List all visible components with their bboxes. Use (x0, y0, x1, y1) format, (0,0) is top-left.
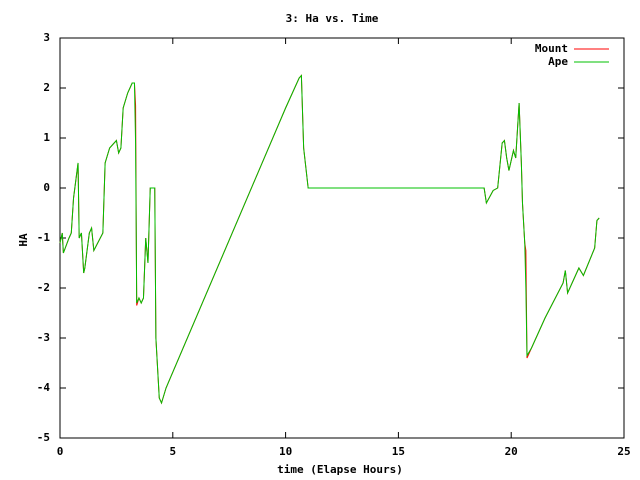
series-line (59, 74, 600, 405)
x-tick-label: 25 (617, 445, 630, 458)
legend-label: Mount (535, 42, 568, 55)
y-tick-label: 2 (43, 81, 50, 94)
y-axis-label: HA (17, 233, 30, 247)
y-tick-label: -2 (37, 281, 50, 294)
x-tick-label: 20 (505, 445, 518, 458)
y-tick-label: -1 (37, 231, 51, 244)
legend-label: Ape (548, 55, 568, 68)
y-tick-label: -5 (37, 431, 50, 444)
x-axis-label: time (Elapse Hours) (277, 463, 403, 476)
y-tick-label: 3 (43, 31, 50, 44)
y-tick-label: -3 (37, 331, 50, 344)
chart-title: 3: Ha vs. Time (286, 12, 379, 25)
y-tick-label: 1 (43, 131, 50, 144)
x-tick-label: 15 (392, 445, 405, 458)
x-tick-label: 10 (279, 445, 292, 458)
x-tick-label: 0 (57, 445, 64, 458)
y-tick-label: 0 (43, 181, 50, 194)
y-tick-label: -4 (37, 381, 51, 394)
x-tick-label: 5 (169, 445, 176, 458)
